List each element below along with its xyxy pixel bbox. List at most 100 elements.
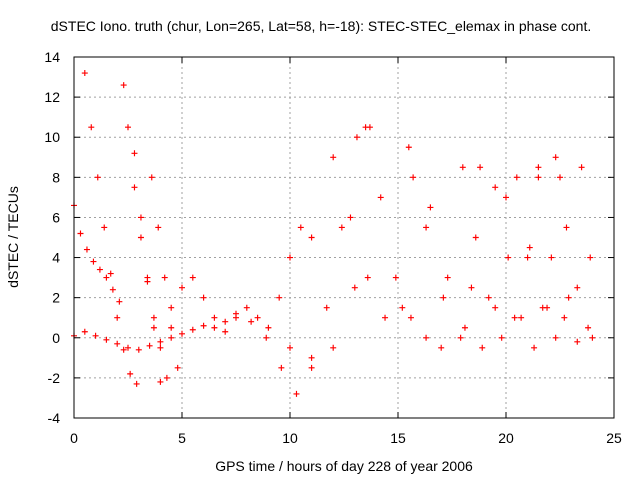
data-series [131,150,164,385]
data-point [479,344,486,351]
data-point [427,204,434,211]
axes: 0 5 10 15 20 25 -4 -2 0 2 4 6 8 10 12 14 [44,49,622,446]
data-series [168,274,239,325]
data-point [423,334,430,341]
plot-frame [73,56,615,419]
data-point [148,174,155,181]
data-point [505,254,512,261]
y-tick-label: 14 [44,49,60,65]
data-point [308,354,315,361]
data-point [222,318,229,325]
data-point [287,254,293,261]
data-series [243,224,315,331]
data-point [254,314,261,321]
data-point [407,314,414,321]
data-point [278,364,285,371]
data-series [81,70,140,387]
data-point [323,304,330,311]
data-point [552,154,559,161]
x-axis-label: GPS time / hours of day 228 of year 2006 [215,458,473,474]
data-point [137,234,144,241]
data-series [427,194,509,351]
data-point [578,164,585,171]
data-point [498,334,505,341]
data-point [81,70,88,77]
data-point [438,344,445,351]
data-point [589,334,596,341]
data-point [116,298,123,305]
data-point [457,334,464,341]
data-point [377,194,384,201]
data-point [587,254,594,261]
data-point [233,314,239,321]
data-point [461,324,468,331]
data-point [574,284,581,291]
data-point [565,294,572,301]
data-series [492,174,563,351]
data-point [109,286,116,293]
y-tick-label: -2 [48,370,61,386]
data-point [423,224,430,231]
data-point [539,304,546,311]
x-tick-label: 15 [390,430,406,446]
data-point [477,164,484,171]
data-point [114,340,121,347]
data-point [297,224,304,231]
x-tick-label: 5 [178,430,186,446]
data-series [233,134,360,397]
y-tick-label: 10 [44,129,60,145]
data-series [552,154,596,341]
data-point [561,314,568,321]
data-point [174,364,181,371]
data-point [535,164,542,171]
data-point [133,380,140,387]
data-series [120,82,170,381]
data-point [179,330,185,337]
data-point [92,332,99,339]
data-point [410,174,417,181]
data-point [157,378,164,385]
data-point [131,184,138,191]
data-point [524,254,531,261]
data-point [405,144,412,151]
data-point [459,164,466,171]
data-series [148,174,181,371]
data-point [88,124,95,131]
data-point [330,154,337,161]
data-point [135,346,142,353]
data-point [243,304,250,311]
data-point [468,284,475,291]
data-point [248,318,255,325]
y-tick-label: 12 [44,89,60,105]
data-point [168,334,175,341]
data-point [211,324,218,331]
data-point [382,314,389,321]
data-point [150,314,157,321]
x-tick-label: 25 [606,430,622,446]
x-tick-label: 10 [282,430,298,446]
data-point [353,134,360,141]
data-point [440,294,447,301]
data-point [492,184,499,191]
data-point [552,334,559,341]
y-axis-label: dSTEC / TECUs [5,186,21,288]
data-point [146,342,153,349]
data-series [459,164,542,341]
data-point [472,234,479,241]
data-point [392,274,399,281]
data-point [444,274,451,281]
data-point [276,294,283,301]
data-point [103,274,110,281]
data-point [263,334,270,341]
data-point [531,344,538,351]
data-point [120,346,127,353]
data-point [200,294,207,301]
x-tick-label: 20 [498,430,514,446]
data-point [83,246,90,253]
data-point [293,390,300,397]
data-point [103,336,110,343]
data-point [211,314,218,321]
data-series [287,124,373,361]
data-point [513,174,520,181]
chart-title: dSTEC Iono. truth (chur, Lon=265, Lat=58… [51,18,591,34]
